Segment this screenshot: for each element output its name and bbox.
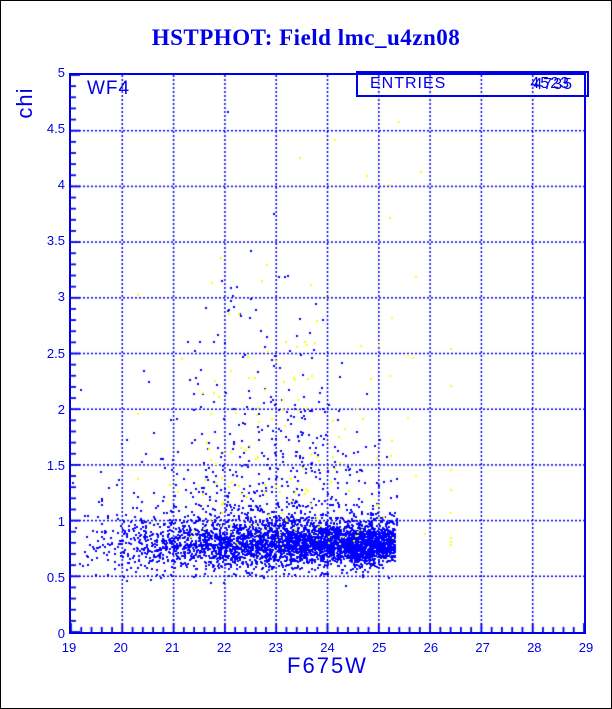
y-tick-label: 0 <box>57 626 65 641</box>
x-tick-label: 27 <box>475 640 490 655</box>
x-tick-label: 26 <box>423 640 439 655</box>
plot-frame: WF4 <box>69 73 586 634</box>
y-tick-label: 1.5 <box>46 457 65 473</box>
y-tick-label: 1 <box>57 513 65 529</box>
entries-value-secondary: 4735 <box>533 76 573 93</box>
x-tick-label: 20 <box>113 640 128 655</box>
y-tick-label: 0.5 <box>46 569 65 585</box>
y-tick-label: 5 <box>57 65 65 80</box>
x-tick-label: 28 <box>527 640 542 655</box>
entries-box: ENTRIES 4523 4735 <box>356 71 589 97</box>
x-tick-label: 23 <box>268 640 284 655</box>
y-axis-title: chi <box>12 87 37 119</box>
x-axis-title: F675W <box>287 653 368 678</box>
y-tick-label: 3 <box>57 289 65 305</box>
x-tick-label: 21 <box>165 640 180 655</box>
plot-title: HSTPHOT: Field lmc_u4zn08 <box>151 25 461 50</box>
chip-label: WF4 <box>87 78 131 99</box>
entries-value-primary: 4523 <box>530 75 570 92</box>
x-tick-label: 25 <box>371 640 387 655</box>
y-tick-label: 4 <box>57 177 65 193</box>
x-tick-label: 24 <box>320 640 335 655</box>
x-tick-label: 19 <box>61 640 77 655</box>
x-tick-label: 29 <box>578 640 594 655</box>
x-tick-label: 22 <box>216 640 232 655</box>
y-tick-label: 4.5 <box>46 121 65 137</box>
y-tick-label: 2.5 <box>46 345 65 361</box>
y-tick-label: 2 <box>57 401 65 417</box>
scatter-canvas <box>71 75 584 632</box>
entries-label: ENTRIES <box>370 75 447 92</box>
y-tick-label: 3.5 <box>46 233 65 249</box>
